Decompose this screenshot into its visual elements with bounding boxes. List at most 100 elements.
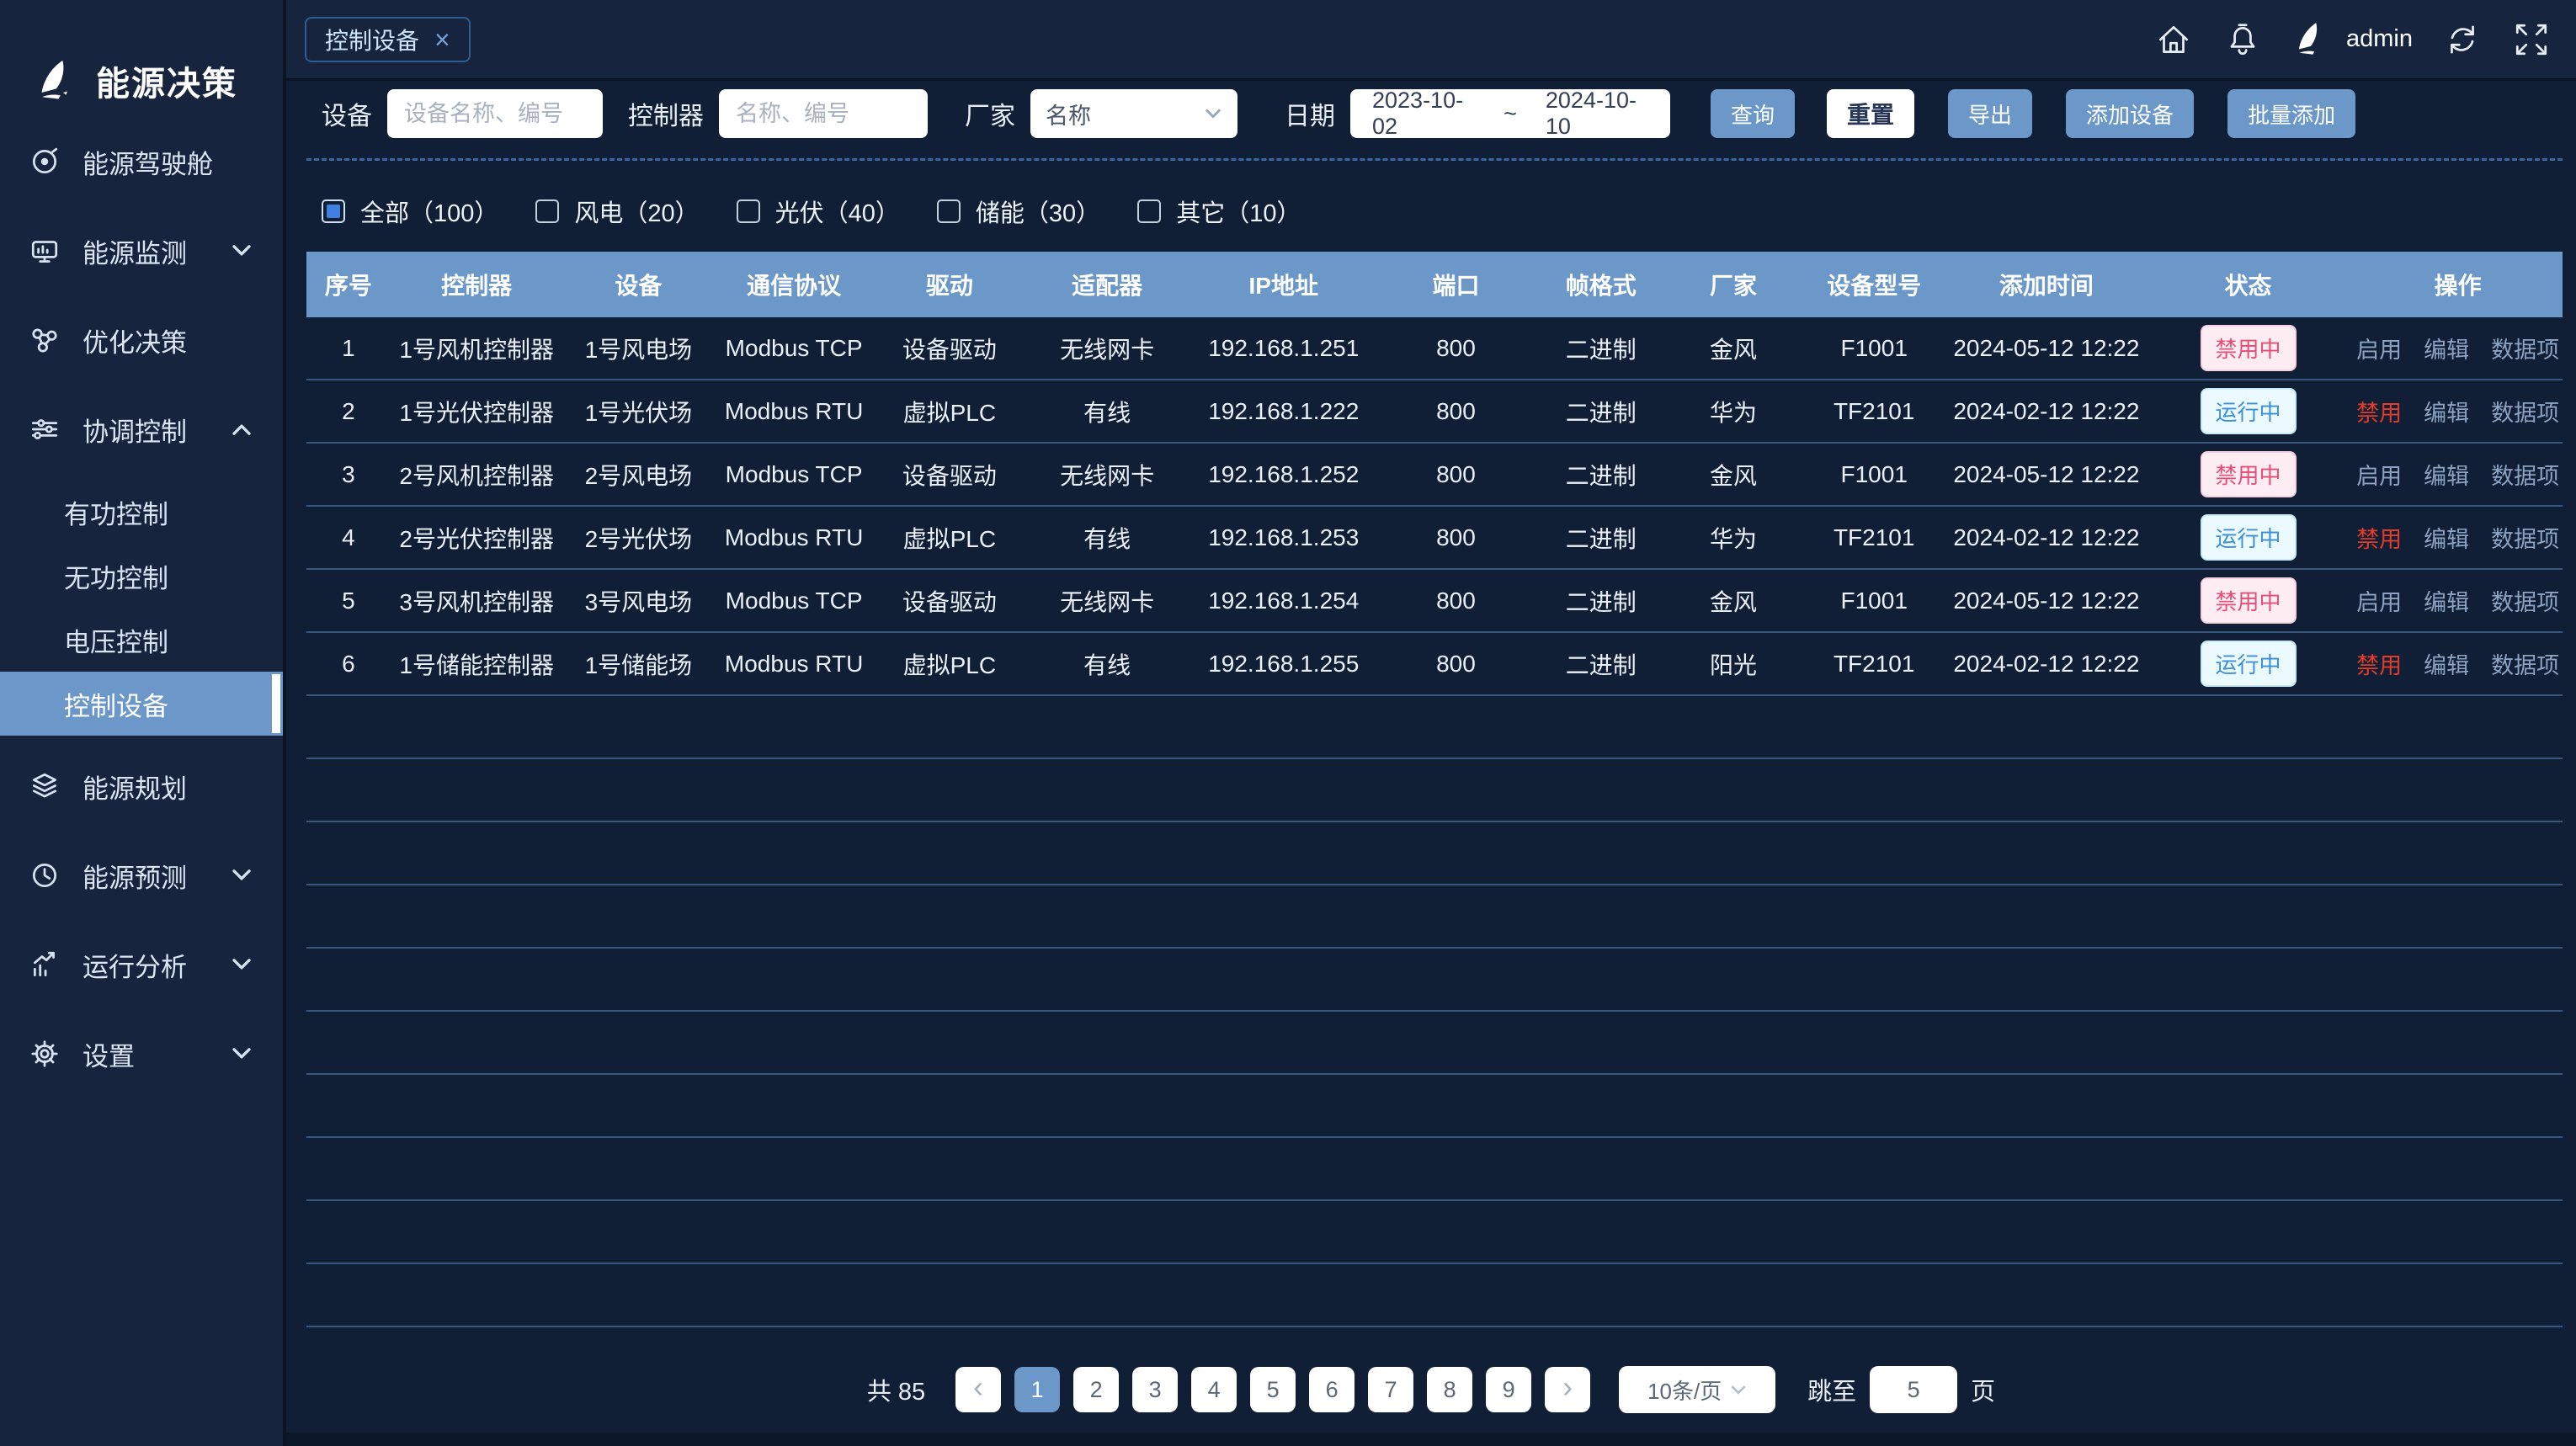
col-header-added: 添加时间 [1999, 273, 2094, 299]
data-items-action-link[interactable]: 数据项 [2491, 338, 2560, 363]
bell-icon[interactable] [2223, 20, 2262, 59]
next-page-button[interactable]: › [1545, 1367, 1591, 1412]
cell-protocol: Modbus RTU [724, 524, 864, 550]
sidebar-item-voltage-control[interactable]: 电压控制 [0, 608, 283, 672]
toggle-action-link[interactable]: 禁用 [2356, 527, 2403, 552]
sidebar-item-operation-analysis[interactable]: 运行分析 [0, 938, 283, 991]
type-filter-wind[interactable]: 风电（20） [535, 194, 700, 229]
checkbox-icon[interactable] [736, 199, 760, 223]
col-header-vendor: 厂家 [1709, 273, 1757, 299]
edit-action-link[interactable]: 编辑 [2424, 464, 2470, 489]
table-row: 2 1号光伏控制器 1号光伏场 Modbus RTU 虚拟PLC 有线 192.… [306, 380, 2563, 444]
data-items-action-link[interactable]: 数据项 [2491, 653, 2560, 678]
cell-actions: 启用 编辑 数据项 [2353, 458, 2563, 491]
tab-close-icon[interactable]: × [434, 24, 450, 55]
cell-model: TF2101 [1833, 650, 1915, 677]
empty-table-row [306, 696, 2563, 759]
page-button-8[interactable]: 8 [1427, 1367, 1473, 1412]
jump-page-input[interactable] [1870, 1366, 1958, 1413]
page-button-3[interactable]: 3 [1132, 1367, 1179, 1412]
col-header-status: 状态 [2224, 273, 2272, 299]
cell-port: 800 [1436, 397, 1476, 424]
toggle-action-link[interactable]: 启用 [2356, 338, 2403, 363]
edit-action-link[interactable]: 编辑 [2424, 590, 2470, 615]
cell-device: 2号光伏场 [584, 525, 693, 552]
username-text[interactable]: admin [2346, 25, 2413, 52]
empty-table-row [306, 822, 2563, 885]
fullscreen-icon[interactable] [2512, 20, 2551, 59]
edit-action-link[interactable]: 编辑 [2424, 401, 2470, 426]
sidebar-item-active-power-control[interactable]: 有功控制 [0, 480, 283, 544]
device-search-input[interactable] [387, 89, 603, 138]
toggle-action-link[interactable]: 禁用 [2356, 653, 2403, 678]
date-start-value[interactable]: 2023-10-02 [1372, 88, 1464, 139]
cell-protocol: Modbus TCP [725, 334, 863, 361]
page-button-7[interactable]: 7 [1368, 1367, 1414, 1412]
toggle-action-link[interactable]: 禁用 [2356, 401, 2403, 426]
type-filter-all[interactable]: 全部（100） [322, 194, 498, 229]
content: 设备 控制器 厂家 名称 日期 2023-10-02 ~ 2024-10-10 … [286, 81, 2576, 1446]
page-button-4[interactable]: 4 [1191, 1367, 1237, 1412]
type-filter-solar[interactable]: 光伏（40） [736, 194, 900, 229]
chevron-down-icon [1205, 109, 1221, 119]
page-button-1[interactable]: 1 [1014, 1367, 1061, 1412]
data-items-action-link[interactable]: 数据项 [2491, 590, 2560, 615]
sidebar-item-energy-monitor[interactable]: 能源监测 [0, 224, 283, 278]
page-button-5[interactable]: 5 [1250, 1367, 1296, 1412]
page-button-9[interactable]: 9 [1486, 1367, 1532, 1412]
edit-action-link[interactable]: 编辑 [2424, 338, 2470, 363]
sidebar-item-energy-cockpit[interactable]: 能源驾驶舱 [0, 135, 283, 189]
cell-actions: 禁用 编辑 数据项 [2353, 647, 2563, 680]
sidebar-item-reactive-power-control[interactable]: 无功控制 [0, 544, 283, 608]
page-size-select[interactable]: 10条/页 [1619, 1366, 1776, 1413]
empty-table-row [306, 885, 2563, 949]
cell-added: 2024-05-12 12:22 [1953, 587, 2140, 614]
sidebar-item-energy-planning[interactable]: 能源规划 [0, 759, 283, 813]
tab-control-devices[interactable]: 控制设备 × [305, 16, 471, 62]
col-header-protocol: 通信协议 [747, 273, 842, 299]
toggle-action-link[interactable]: 启用 [2356, 590, 2403, 615]
type-filter-other[interactable]: 其它（10） [1137, 194, 1301, 229]
main-area: 控制设备 × admin [283, 0, 2576, 1446]
jump-unit-label: 页 [1971, 1379, 1996, 1406]
checkbox-icon[interactable] [1137, 199, 1162, 223]
checkbox-icon[interactable] [535, 199, 560, 223]
date-range-separator: ~ [1504, 100, 1517, 126]
date-range-picker[interactable]: 2023-10-02 ~ 2024-10-10 [1350, 88, 1670, 139]
add-device-button[interactable]: 添加设备 [2066, 89, 2195, 138]
toggle-action-link[interactable]: 启用 [2356, 464, 2403, 489]
data-items-action-link[interactable]: 数据项 [2491, 401, 2560, 426]
table-header-row: 序号 控制器 设备 通信协议 驱动 适配器 IP地址 端口 帧格式 厂家 设备型… [306, 252, 2563, 317]
cell-device: 1号储能场 [584, 651, 693, 678]
refresh-icon[interactable] [2443, 20, 2482, 59]
checkbox-checked-icon[interactable] [322, 199, 345, 223]
sidebar-item-coordinated-control[interactable]: 协调控制 [0, 402, 283, 456]
empty-table-row [306, 1075, 2563, 1138]
empty-table-row [306, 949, 2563, 1012]
reset-button[interactable]: 重置 [1827, 89, 1915, 138]
sidebar-item-settings[interactable]: 设置 [0, 1027, 283, 1081]
cell-port: 800 [1436, 524, 1476, 550]
sidebar-item-energy-forecast[interactable]: 能源预测 [0, 848, 283, 902]
date-end-value[interactable]: 2024-10-10 [1545, 88, 1637, 139]
page-button-6[interactable]: 6 [1309, 1367, 1355, 1412]
vendor-select[interactable]: 名称 [1030, 89, 1237, 138]
page-button-2[interactable]: 2 [1073, 1367, 1120, 1412]
batch-add-button[interactable]: 批量添加 [2227, 89, 2356, 138]
query-button[interactable]: 查询 [1711, 89, 1796, 138]
controller-search-input[interactable] [719, 89, 928, 138]
home-icon[interactable] [2154, 20, 2193, 59]
sidebar-item-control-devices[interactable]: 控制设备 [0, 672, 283, 736]
cell-ip: 192.168.1.255 [1208, 650, 1360, 677]
sidebar-item-optimize-decision[interactable]: 优化决策 [0, 313, 283, 367]
data-items-action-link[interactable]: 数据项 [2491, 464, 2560, 489]
edit-action-link[interactable]: 编辑 [2424, 653, 2470, 678]
checkbox-icon[interactable] [936, 199, 961, 223]
prev-page-button[interactable]: ‹ [955, 1367, 1002, 1412]
type-filter-storage[interactable]: 储能（30） [936, 194, 1100, 229]
data-items-action-link[interactable]: 数据项 [2491, 527, 2560, 552]
cell-status: 禁用中 [2143, 451, 2354, 497]
edit-action-link[interactable]: 编辑 [2424, 527, 2470, 552]
export-button[interactable]: 导出 [1948, 89, 2033, 138]
user-avatar-icon[interactable] [2292, 20, 2331, 59]
